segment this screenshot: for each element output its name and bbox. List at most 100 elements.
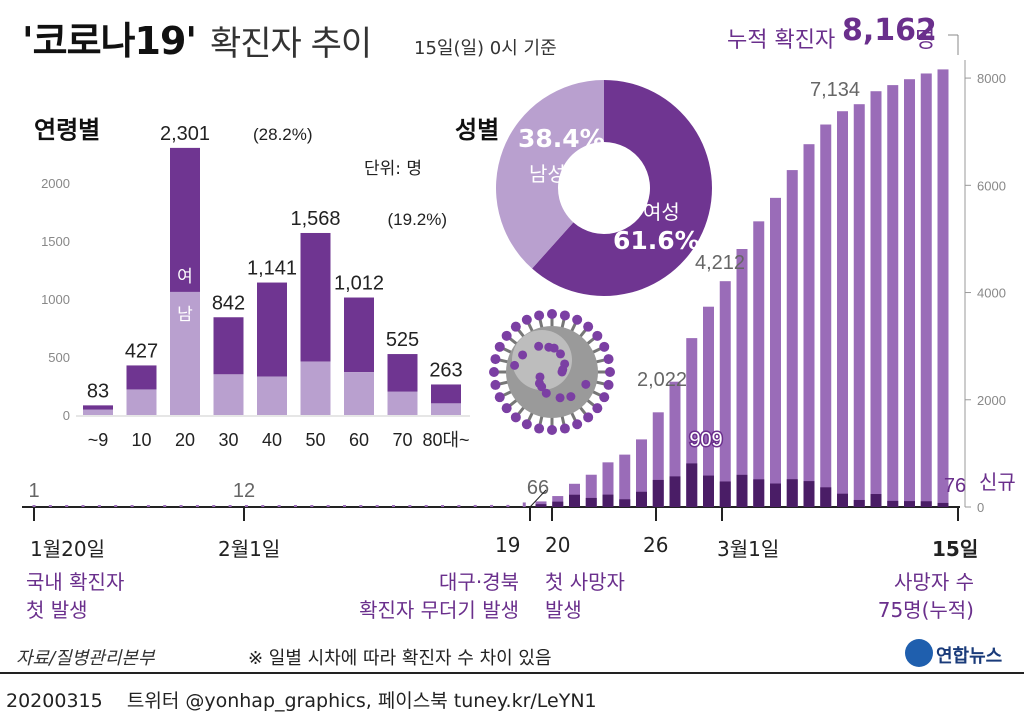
early-bar	[130, 505, 134, 507]
date-feb1: 2월1일	[218, 537, 281, 561]
new-cases-bar	[686, 463, 698, 507]
early-bar	[261, 505, 265, 507]
age-heading: 연령별	[34, 116, 101, 144]
cumulative-bar	[853, 104, 865, 507]
cumulative-bar	[602, 462, 614, 507]
age-unit-label: 단위: 명	[364, 159, 423, 179]
cumulative-label: 누적 확진자	[727, 28, 836, 53]
event-deaths-line2: 75명(누적)	[877, 598, 974, 622]
early-bar	[48, 505, 52, 507]
age-category-label: 10	[131, 430, 151, 450]
new-cases-bar	[736, 474, 748, 507]
cumulative-bar	[619, 454, 631, 507]
age-bar-male	[213, 374, 244, 415]
age-pct-label: (19.2%)	[388, 210, 448, 229]
early-bar	[473, 504, 477, 507]
early-bar	[490, 504, 494, 507]
age-bar-male	[431, 403, 461, 415]
date-20: 20	[545, 533, 571, 557]
early-bar	[424, 505, 428, 507]
male-pct: 38.4%	[518, 124, 605, 153]
cumulative-bar	[887, 85, 899, 507]
age-category-label: 60	[349, 430, 369, 450]
cumulative-bar	[703, 306, 714, 507]
age-bar-male	[83, 409, 113, 415]
new-cases-bar	[887, 500, 899, 507]
timeline-value-label: 66	[527, 477, 549, 499]
new-cases-bar	[753, 479, 765, 507]
early-bar	[32, 505, 36, 507]
age-bar-female	[126, 365, 157, 390]
early-bar	[179, 505, 183, 507]
y-tick-label: 4000	[977, 286, 1006, 301]
age-category-label: 70	[392, 430, 412, 450]
age-total-label: 263	[429, 359, 462, 381]
new-cases-bar	[786, 479, 798, 507]
early-bar	[114, 505, 118, 507]
cumulative-bar	[870, 91, 882, 507]
age-category-label: 40	[262, 430, 282, 450]
donut-slice-female	[532, 80, 713, 296]
leader-19	[529, 489, 547, 508]
age-bar-female	[387, 354, 418, 392]
female-pct: 61.6%	[613, 226, 700, 255]
age-bar-male	[170, 291, 200, 415]
new-cases-bar	[636, 491, 647, 507]
cumulative-bar	[669, 381, 681, 507]
age-total-label: 83	[87, 380, 109, 402]
early-label-1: 1	[28, 480, 39, 502]
age-total-label: 1,141	[247, 258, 297, 280]
age-total-label: 427	[125, 340, 158, 362]
early-bar	[228, 505, 232, 507]
y-tick-label: 8000	[977, 71, 1006, 86]
cumulative-bar	[753, 221, 765, 507]
age-y-tick-label: 2000	[41, 176, 70, 191]
early-bar	[506, 504, 510, 507]
cumulative-bar	[786, 170, 798, 508]
cumulative-bar	[770, 197, 781, 507]
donut-slice-male	[496, 80, 604, 269]
date-15: 15일	[932, 537, 979, 561]
female-label: 여성	[643, 200, 680, 224]
age-total-label: 525	[386, 329, 419, 351]
early-label-12: 12	[233, 480, 255, 502]
cumulative-bar	[837, 111, 848, 507]
event-first-death-line1: 첫 사망자	[545, 570, 625, 594]
early-bar	[375, 505, 379, 507]
age-bar-female	[300, 232, 331, 362]
source-text: 자료/질병관리본부	[16, 648, 155, 669]
age-total-label: 1,012	[334, 273, 384, 295]
new-cases-bar	[719, 481, 731, 507]
early-bar	[522, 502, 526, 507]
early-bar	[81, 505, 85, 507]
new-cases-bar	[870, 494, 882, 507]
date-mar1: 3월1일	[717, 537, 780, 561]
age-bar-female	[344, 297, 374, 373]
new-cases-bar	[770, 483, 781, 507]
cumulative-bar	[585, 474, 597, 507]
timeline-value-label: 7,134	[810, 79, 860, 101]
cumulative-bar	[736, 249, 748, 507]
yonhap-logo-icon	[905, 639, 933, 667]
age-total-label: 842	[212, 292, 245, 314]
new-cases-bar	[703, 475, 714, 507]
cumulative-bar	[904, 79, 915, 508]
cumulative-bar	[652, 412, 664, 507]
cumulative-bar	[920, 73, 932, 507]
new-cases-bar	[803, 481, 815, 507]
new-cases-bar	[937, 502, 949, 507]
title-quoted: '코로나19'	[22, 19, 197, 63]
early-bar	[195, 505, 199, 507]
cumulative-bar	[803, 144, 815, 507]
male-label: 남성	[529, 162, 566, 186]
age-category-label: 80대~	[422, 430, 469, 450]
new-cases-bar	[669, 476, 681, 507]
early-bar	[244, 505, 248, 507]
new-cases-bar	[820, 487, 832, 507]
age-male-marker: 남	[177, 305, 193, 324]
date-26: 26	[643, 533, 669, 557]
age-category-label: 20	[175, 430, 195, 450]
yonhap-logo-text: 연합뉴스	[936, 646, 1003, 667]
early-bar	[277, 505, 281, 507]
